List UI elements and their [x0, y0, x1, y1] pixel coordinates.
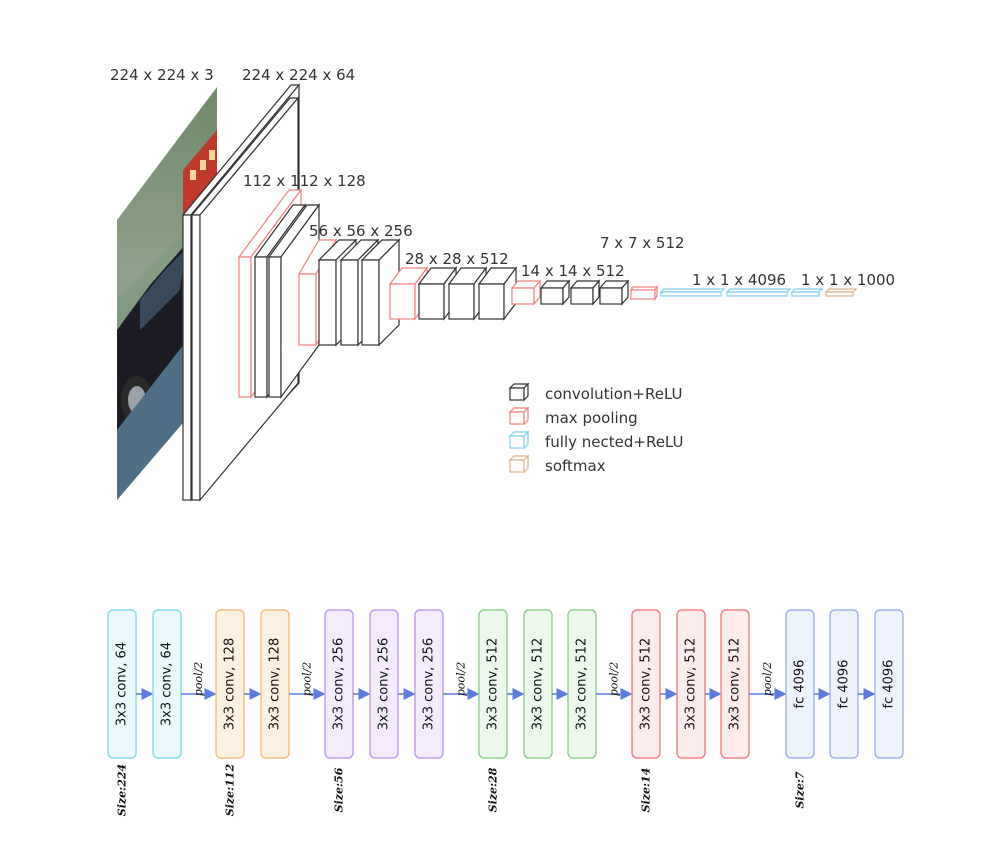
- layer-block: [107, 609, 137, 759]
- dim-label: 1 x 1 x 4096: [692, 271, 786, 289]
- layer-block: [414, 609, 444, 759]
- legend-label: convolution+ReLU: [545, 385, 683, 403]
- legend-item-pool: [508, 406, 530, 426]
- legend-item-conv: [508, 382, 530, 402]
- pool-label: pool/2: [455, 662, 468, 697]
- pool-7x7: [629, 285, 659, 301]
- pool-label: pool/2: [761, 662, 774, 697]
- layer-block: [720, 609, 750, 759]
- legend-label: max pooling: [545, 409, 638, 427]
- dim-label: 224 x 224 x 3: [110, 66, 214, 84]
- layer-label: 3x3 conv, 512: [486, 638, 501, 730]
- size-label: Size:28: [487, 767, 500, 812]
- legend: convolution+ReLU max pooling fully necte…: [508, 382, 684, 475]
- legend-item-softmax: [508, 454, 530, 474]
- legend-label: fully nected+ReLU: [545, 433, 684, 451]
- layer-label: 3x3 conv, 512: [728, 638, 743, 730]
- layer-block: [260, 609, 290, 759]
- layer-label: 3x3 conv, 64: [160, 642, 175, 726]
- dim-label: 28 x 28 x 512: [405, 250, 509, 268]
- layer-label: fc 4096: [882, 660, 897, 709]
- layer-label: 3x3 conv, 512: [684, 638, 699, 730]
- size-label: Size:14: [640, 768, 653, 813]
- layer-label: 3x3 conv, 512: [531, 638, 546, 730]
- layer-block: [523, 609, 553, 759]
- dim-label: 7 x 7 x 512: [600, 234, 685, 252]
- fc-layers: [659, 288, 858, 297]
- layer-block: [369, 609, 399, 759]
- size-label: Size:112: [224, 763, 237, 816]
- block-3: [297, 237, 401, 348]
- block-5: [510, 279, 630, 306]
- layer-label: 3x3 conv, 256: [422, 638, 437, 730]
- layer-block: [324, 609, 354, 759]
- legend-item-fc: [508, 430, 530, 450]
- layer-block: [567, 609, 597, 759]
- pool-label: pool/2: [608, 662, 621, 697]
- layer-label: 3x3 conv, 256: [377, 638, 392, 730]
- dim-label: 56 x 56 x 256: [309, 222, 413, 240]
- dim-label: 14 x 14 x 512: [521, 262, 625, 280]
- pool-label: pool/2: [192, 662, 205, 697]
- size-label: Size:56: [333, 767, 346, 812]
- layer-label: fc 4096: [837, 660, 852, 709]
- dim-label: 224 x 224 x 64: [242, 66, 355, 84]
- layer-block: [785, 609, 815, 759]
- layer-label: 3x3 conv, 128: [268, 638, 283, 730]
- layer-block: [676, 609, 706, 759]
- layer-block: [829, 609, 859, 759]
- block-diagram: 3x3 conv, 64 3x3 conv, 64 pool/2 3x3 conv, …: [107, 609, 904, 816]
- pool-label: pool/2: [301, 662, 314, 697]
- dim-label: 112 x 112 x 128: [243, 172, 366, 190]
- layer-block: [478, 609, 508, 759]
- layer-block: [152, 609, 182, 759]
- architecture-3d: 224 x 224 x 3 224 x 224 x 64 112 x 112 x…: [110, 66, 895, 502]
- layer-block: [215, 609, 245, 759]
- size-label: Size:224: [116, 764, 129, 816]
- layer-label: 3x3 conv, 64: [115, 642, 130, 726]
- layer-label: 3x3 conv, 256: [332, 638, 347, 730]
- layer-block: [874, 609, 904, 759]
- layer-label: 3x3 conv, 512: [639, 638, 654, 730]
- block-2: [237, 188, 321, 399]
- size-label: Size:7: [794, 771, 807, 808]
- legend-label: softmax: [545, 457, 606, 475]
- block-4: [388, 266, 518, 321]
- layer-block: [631, 609, 661, 759]
- dim-label: 1 x 1 x 1000: [801, 271, 895, 289]
- layer-label: 3x3 conv, 128: [223, 638, 238, 730]
- layer-label: fc 4096: [793, 660, 808, 709]
- layer-label: 3x3 conv, 512: [575, 638, 590, 730]
